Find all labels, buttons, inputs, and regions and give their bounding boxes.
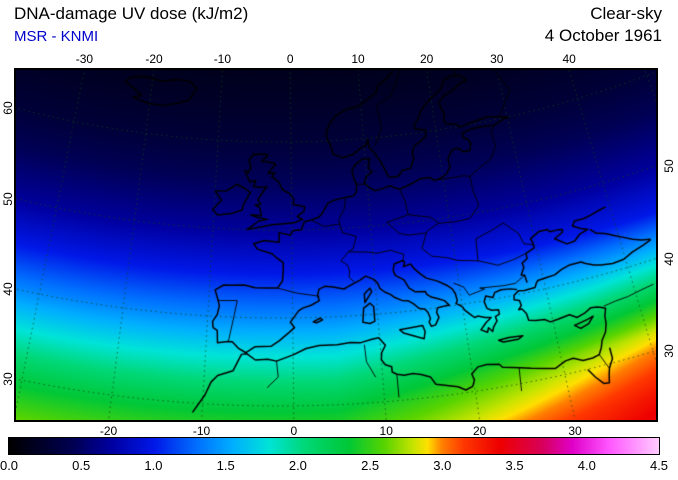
colorbar-tick-label: 1.0 [144, 458, 163, 473]
bottom-axis-label: 30 [568, 424, 582, 438]
bottom-axis-label: -20 [99, 424, 118, 438]
colorbar-tick-label: 0.0 [0, 458, 19, 473]
date-label: 4 October 1961 [544, 26, 662, 45]
colorbar-tick-label: 4.0 [577, 458, 596, 473]
colorbar-tick-label: 4.5 [649, 458, 669, 473]
left-axis-label: 40 [1, 282, 15, 296]
left-axis-label: 50 [1, 192, 15, 206]
bottom-axis-label: -10 [192, 424, 211, 438]
bottom-axis-label: 0 [290, 424, 298, 438]
top-axis-label: -30 [75, 52, 94, 66]
colorbar-tick-label: 3.0 [433, 458, 452, 473]
colorbar [8, 437, 660, 455]
right-axis-label: 50 [662, 158, 676, 173]
colorbar-tick-label: 2.5 [361, 458, 380, 473]
page-title: DNA-damage UV dose (kJ/m2) [14, 4, 249, 23]
top-axis-label: 10 [351, 52, 365, 66]
bottom-axis-label: 20 [472, 424, 487, 438]
top-axis-label: 20 [420, 52, 434, 66]
top-axis-label: -20 [145, 52, 163, 66]
right-axis-label: 40 [662, 251, 676, 266]
map-frame [14, 68, 658, 422]
colorbar-tick-label: 1.5 [216, 458, 235, 473]
map-canvas [16, 70, 656, 420]
top-axis-label: 40 [562, 52, 576, 66]
left-axis-label: 30 [1, 372, 15, 386]
colorbar-tick-label: 2.0 [288, 458, 307, 473]
left-axis-label: 60 [1, 101, 15, 115]
source-label: MSR - KNMI [14, 28, 99, 45]
right-axis-label: 30 [662, 344, 676, 358]
top-axis-label: -10 [213, 52, 232, 66]
top-axis-label: 30 [490, 52, 504, 66]
colorbar-tick-label: 0.5 [72, 458, 91, 473]
condition-label: Clear-sky [590, 4, 662, 23]
colorbar-canvas [9, 438, 659, 454]
colorbar-tick-label: 3.5 [505, 458, 524, 473]
top-axis-label: 0 [286, 52, 294, 66]
bottom-axis-label: 10 [379, 424, 393, 438]
